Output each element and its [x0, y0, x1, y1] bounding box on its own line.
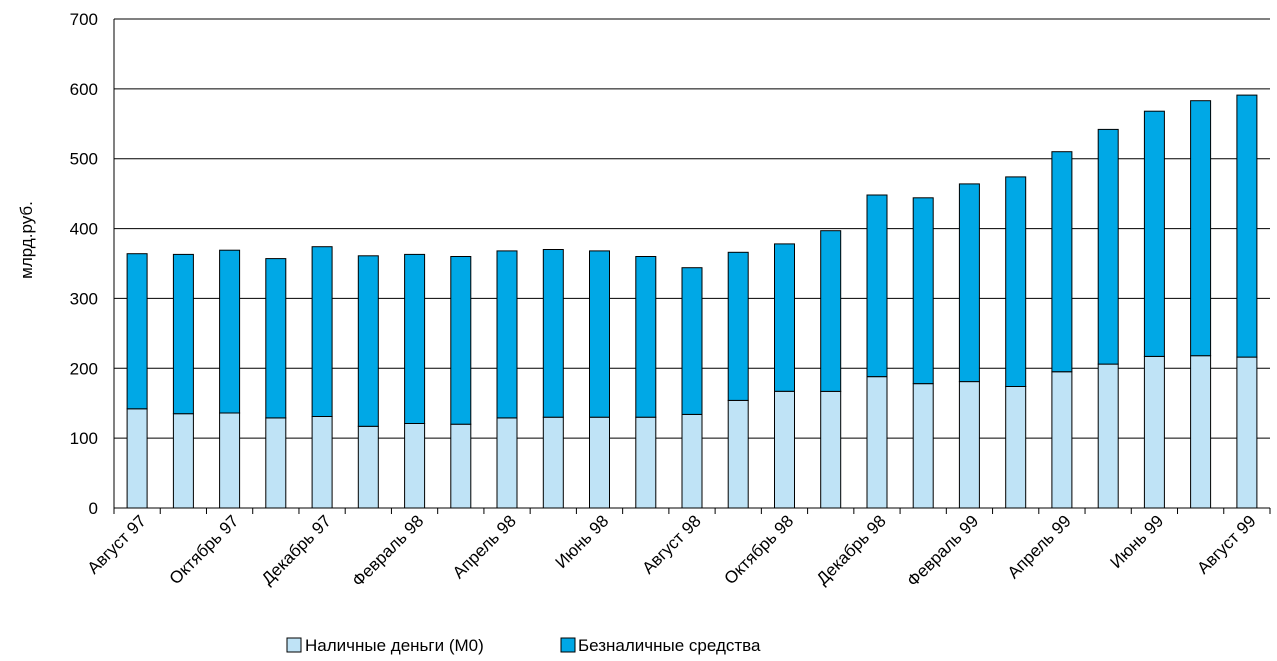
bar-segment-cash [172, 413, 194, 509]
y-tick-label: 500 [70, 150, 98, 169]
y-tick-label: 100 [70, 429, 98, 448]
bar-segment-noncash [1190, 100, 1212, 357]
x-category-label: Апрель 99 [1004, 511, 1075, 582]
bar-segment-noncash [404, 253, 426, 424]
bar-segment-noncash [866, 194, 888, 378]
y-tick-label: 0 [89, 499, 98, 518]
bar-segment-cash [958, 381, 980, 509]
bar-segment-cash [681, 413, 703, 509]
bar-segment-cash [912, 383, 934, 509]
x-category-label: Февраль 99 [903, 511, 982, 590]
bar-segment-cash [820, 390, 842, 509]
legend-swatch-noncash [560, 637, 576, 653]
x-category-label: Апрель 98 [449, 511, 520, 582]
y-tick-label: 200 [70, 359, 98, 378]
bar-segment-cash [1143, 355, 1165, 509]
bar-segment-cash [589, 416, 610, 509]
bar-segment-noncash [1143, 110, 1165, 357]
bar-segment-noncash [219, 249, 241, 414]
bar-segment-noncash [265, 258, 287, 419]
bar-segment-cash [1051, 371, 1073, 509]
y-tick-label: 300 [70, 289, 98, 308]
bar-segment-noncash [774, 243, 795, 392]
bar-segment-cash [219, 412, 241, 509]
x-category-label: Октябрь 97 [166, 511, 243, 588]
bar-segment-cash [1236, 356, 1258, 509]
bar-segment-cash [265, 417, 287, 509]
bar-segment-noncash [1005, 176, 1027, 387]
x-category-label: Август 97 [84, 511, 150, 577]
bar-segment-noncash [542, 249, 564, 418]
bar-segment-noncash [450, 256, 472, 425]
bar-segment-noncash [496, 250, 518, 419]
legend-label-cash: Наличные деньги (М0) [305, 636, 484, 655]
x-category-label: Август 98 [638, 511, 704, 577]
bar-segment-noncash [589, 250, 610, 418]
y-tick-label: 600 [70, 80, 98, 99]
axes [113, 19, 1271, 514]
bar-segment-noncash [311, 246, 333, 417]
bar-segment-noncash [635, 256, 657, 418]
y-tick-label: 700 [70, 10, 98, 29]
legend: Наличные деньги (М0) Безналичные средств… [286, 636, 761, 655]
x-category-label: Декабрь 98 [813, 511, 890, 588]
bar-segment-noncash [958, 183, 980, 383]
x-tick-labels: Август 97 Октябрь 97 Декабрь 97 Февраль 98 А… [84, 511, 1260, 590]
x-category-label: Июнь 98 [552, 511, 613, 572]
bar-segment-cash [727, 399, 749, 509]
bar-segment-noncash [681, 267, 703, 415]
bar-segment-cash [404, 423, 426, 509]
bar-segment-noncash [727, 251, 749, 401]
bar-segment-cash [450, 423, 472, 509]
bar-segment-cash [496, 417, 518, 509]
bar-segment-noncash [1097, 128, 1119, 365]
legend-label-noncash: Безналичные средства [578, 636, 761, 655]
x-category-label: Октябрь 98 [721, 511, 798, 588]
bar-segment-noncash [1236, 94, 1258, 358]
bar-segment-cash [357, 425, 379, 509]
bar-segment-cash [866, 376, 888, 509]
bar-segment-cash [1005, 385, 1027, 509]
bars [126, 94, 1258, 509]
y-axis-label: млрд.руб. [17, 201, 36, 279]
x-category-label: Август 99 [1193, 511, 1259, 577]
bar-segment-cash [635, 416, 657, 509]
bar-segment-noncash [1051, 151, 1073, 373]
bar-segment-cash [542, 416, 564, 509]
legend-swatch-cash [286, 637, 302, 653]
y-tick-label: 400 [70, 220, 98, 239]
bar-segment-cash [1190, 355, 1212, 509]
x-category-label: Июнь 99 [1107, 511, 1168, 572]
bar-segment-noncash [172, 253, 194, 415]
y-tick-labels: 0 100 200 300 400 500 600 700 [70, 10, 98, 518]
bar-segment-cash [1097, 363, 1119, 509]
bar-segment-cash [311, 416, 333, 509]
bar-segment-noncash [820, 230, 842, 392]
bar-segment-cash [774, 390, 795, 509]
bar-segment-noncash [126, 253, 148, 410]
bar-segment-noncash [357, 255, 379, 427]
bar-segment-cash [126, 408, 148, 509]
bar-segment-noncash [912, 197, 934, 385]
x-category-label: Февраль 98 [348, 511, 427, 590]
x-category-label: Декабрь 97 [258, 511, 335, 588]
